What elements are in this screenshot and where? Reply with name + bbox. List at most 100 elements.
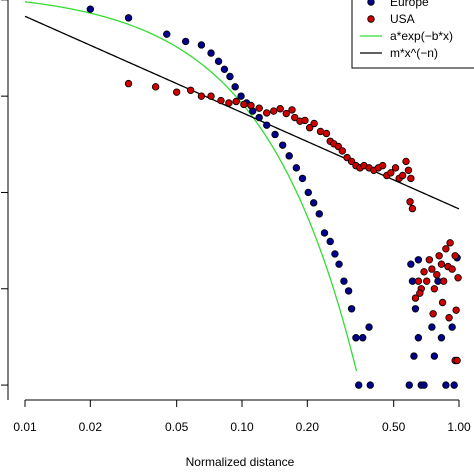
usa-point: [435, 252, 443, 260]
europe-point: [271, 130, 279, 139]
usa-point: [451, 252, 459, 260]
europe-point: [285, 152, 293, 160]
legend-label: a*exp(−b*x): [390, 29, 453, 43]
usa-point: [310, 119, 318, 128]
europe-point: [326, 237, 334, 246]
europe-point: [163, 30, 171, 38]
usa-point: [454, 274, 462, 282]
x-axis: 0.01 0.02 0.05 0.10 0.20 0.50 1.00: [13, 400, 471, 434]
europe-point: [414, 256, 423, 264]
usa-point: [255, 104, 263, 112]
usa-point: [448, 265, 456, 273]
europe-point: [214, 57, 223, 66]
europe-point: [355, 381, 363, 389]
usa-point: [439, 277, 448, 285]
usa-point: [288, 106, 296, 114]
europe-point: [320, 229, 329, 237]
europe-point: [442, 381, 450, 389]
y-axis: [1, 0, 8, 386]
usa-point: [442, 245, 450, 253]
usa-point: [407, 174, 415, 183]
usa-point: [402, 157, 410, 166]
europe-point: [340, 277, 348, 285]
europe-point: [220, 65, 229, 74]
usa-point: [263, 109, 271, 117]
usa-point: [301, 116, 309, 125]
x-tick-label: 0.02: [79, 420, 103, 434]
europe-point: [86, 5, 95, 13]
usa-point: [270, 107, 278, 115]
usa-point: [445, 314, 453, 322]
europe-point: [405, 381, 413, 389]
usa-point: [186, 86, 195, 95]
usa-point: [406, 198, 414, 206]
usa-point: [408, 204, 417, 213]
usa-point: [453, 356, 461, 365]
usa-point: [305, 124, 314, 132]
x-tick-label: 1.00: [447, 420, 471, 434]
x-tick-label: 0.05: [165, 420, 189, 434]
usa-point: [240, 100, 248, 109]
legend-label: USA: [390, 12, 415, 26]
usa-point: [446, 239, 454, 247]
europe-point: [366, 381, 374, 389]
europe-point: [437, 334, 446, 342]
legend-label: m*x^(−n): [390, 46, 438, 60]
europe-point: [231, 83, 239, 91]
europe-point: [428, 323, 436, 331]
europe-point: [237, 92, 245, 100]
usa-point: [391, 164, 400, 172]
europe-point: [359, 334, 367, 342]
europe-point: [407, 260, 415, 268]
usa-point: [282, 109, 290, 118]
europe-point: [304, 188, 312, 197]
usa-point: [429, 310, 437, 318]
usa-point: [225, 99, 233, 107]
usa-point: [398, 171, 407, 180]
europe-point: [365, 323, 373, 331]
x-tick-label: 0.20: [296, 420, 320, 434]
europe-point: [450, 381, 458, 389]
usa-point: [276, 105, 284, 113]
usa-point: [425, 256, 434, 264]
data-points: [86, 5, 462, 389]
usa-point: [438, 298, 447, 307]
europe-point: [255, 113, 263, 122]
europe-point: [331, 250, 339, 258]
usa-point: [338, 147, 347, 155]
europe-point: [207, 49, 215, 57]
usa-point: [217, 96, 225, 105]
usa-point: [247, 101, 255, 110]
usa-point: [404, 166, 413, 174]
europe-point: [124, 14, 133, 22]
usa-point: [423, 277, 431, 285]
europe-point: [181, 37, 190, 46]
europe-point: [278, 141, 287, 149]
usa-point: [437, 260, 446, 268]
europe-point: [197, 41, 206, 49]
europe-point: [315, 210, 323, 218]
x-tick-label: 0.10: [230, 420, 254, 434]
usa-point: [232, 97, 240, 106]
europe-point: [226, 72, 234, 81]
legend-box: [351, 0, 474, 69]
europe-point: [335, 260, 343, 268]
usa-point: [452, 306, 460, 314]
usa-point: [433, 271, 441, 279]
europe-point: [352, 334, 360, 342]
europe-point: [298, 174, 307, 183]
usa-point: [430, 285, 439, 293]
usa-point: [420, 268, 428, 276]
x-tick-label: 0.01: [13, 420, 37, 434]
exp-fit-line: [24, 1, 358, 372]
usa-point: [416, 289, 424, 297]
usa-point: [322, 129, 331, 138]
europe-point: [410, 352, 418, 360]
europe-point: [430, 352, 439, 360]
usa-point: [387, 169, 395, 177]
europe-point: [344, 287, 353, 295]
legend-marker: [367, 15, 375, 23]
usa-point: [428, 265, 436, 273]
x-axis-title: Normalized distance: [186, 455, 295, 469]
legend-label: Europe: [390, 0, 429, 9]
